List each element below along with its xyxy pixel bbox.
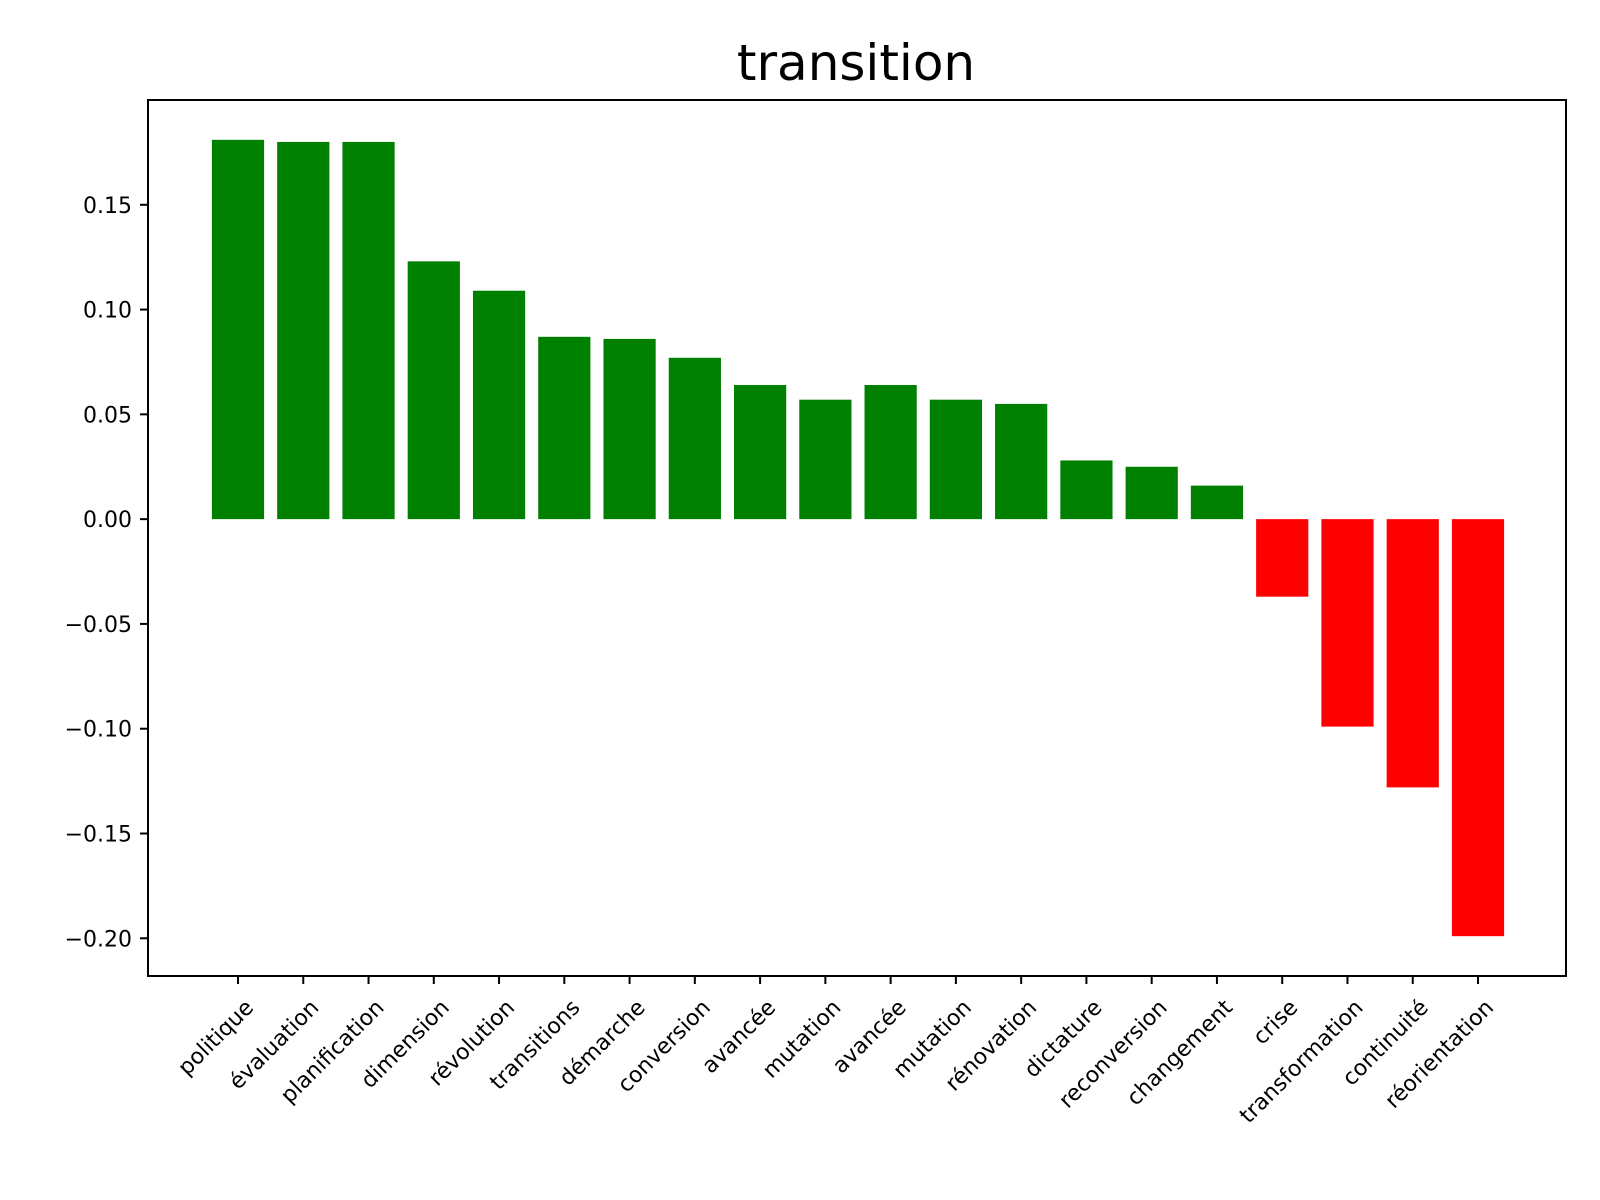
y-tick-label: 0.05 xyxy=(83,403,132,428)
bar-18 xyxy=(1321,519,1374,727)
y-tick-label: 0.10 xyxy=(83,299,132,324)
bar-12 xyxy=(929,399,982,520)
bar-17 xyxy=(1256,519,1309,597)
bar-19 xyxy=(1386,519,1439,788)
bars-layer xyxy=(211,139,1505,937)
y-tick-label: −0.05 xyxy=(65,613,132,638)
bar-11 xyxy=(864,385,917,520)
y-tick-label: 0.00 xyxy=(83,508,132,533)
y-tick-label: −0.10 xyxy=(65,718,132,743)
bar-3 xyxy=(342,141,395,520)
bar-14 xyxy=(1060,460,1113,520)
y-tick-label: 0.15 xyxy=(83,194,132,219)
bar-8 xyxy=(668,357,721,520)
plot-frame xyxy=(147,99,1567,977)
chart-title: transition xyxy=(737,34,975,92)
bar-20 xyxy=(1451,519,1505,937)
bar-6 xyxy=(538,336,591,520)
y-tick-label: −0.20 xyxy=(65,927,132,952)
bar-2 xyxy=(277,141,330,520)
bar-9 xyxy=(734,385,787,520)
bar-7 xyxy=(603,338,656,520)
bar-5 xyxy=(472,290,526,520)
bar-13 xyxy=(995,403,1048,520)
bar-16 xyxy=(1190,485,1244,520)
y-tick-label: −0.15 xyxy=(65,822,132,847)
x-tick-label: crise xyxy=(1249,995,1304,1050)
bar-1 xyxy=(211,139,265,520)
bar-4 xyxy=(407,261,460,520)
bar-15 xyxy=(1125,466,1178,520)
bar-10 xyxy=(799,399,852,520)
